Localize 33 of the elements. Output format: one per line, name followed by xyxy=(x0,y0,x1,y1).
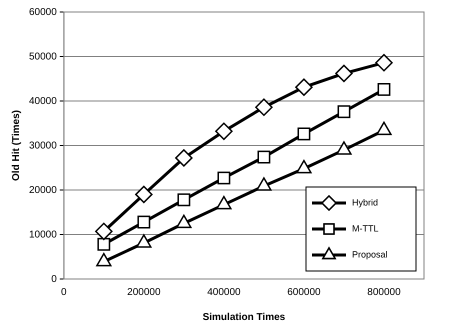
point xyxy=(97,238,110,251)
point xyxy=(295,78,313,96)
point xyxy=(298,128,310,140)
y-tick-label: 40000 xyxy=(28,96,58,107)
point xyxy=(255,98,273,116)
y-axis-title: Old Hit (Times) xyxy=(10,110,22,181)
x-tick-label: 800000 xyxy=(367,286,402,298)
x-tick-label: 0 xyxy=(61,286,68,298)
y-tick-label: 60000 xyxy=(28,6,58,18)
point xyxy=(375,54,393,72)
y-tick-label: 30000 xyxy=(28,140,58,152)
point xyxy=(95,222,113,240)
y-tick-label: 50000 xyxy=(28,51,58,62)
point xyxy=(177,193,190,206)
x-tick-label: 200000 xyxy=(127,286,161,298)
point xyxy=(378,83,390,96)
point xyxy=(335,64,353,82)
y-tick-label: 10000 xyxy=(28,229,58,240)
legend-label: M-TTL xyxy=(352,223,378,234)
x-tick-label: 400000 xyxy=(207,286,242,298)
legend-label: Proposal xyxy=(352,249,388,260)
point xyxy=(175,149,193,167)
x-axis-title: Simulation Times xyxy=(202,312,286,323)
point xyxy=(258,150,270,164)
legend-label: Hybrid xyxy=(352,197,378,208)
y-tick-label: 0 xyxy=(51,274,58,285)
point xyxy=(135,186,153,204)
point xyxy=(215,122,233,140)
point xyxy=(338,105,350,118)
point xyxy=(217,172,230,184)
x-tick-label: 600000 xyxy=(287,286,322,298)
point xyxy=(137,216,150,228)
y-tick-label: 20000 xyxy=(28,184,58,196)
